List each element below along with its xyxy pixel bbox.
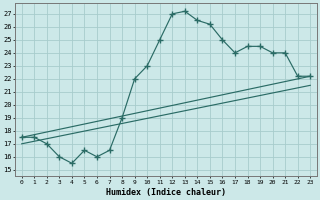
X-axis label: Humidex (Indice chaleur): Humidex (Indice chaleur): [106, 188, 226, 197]
